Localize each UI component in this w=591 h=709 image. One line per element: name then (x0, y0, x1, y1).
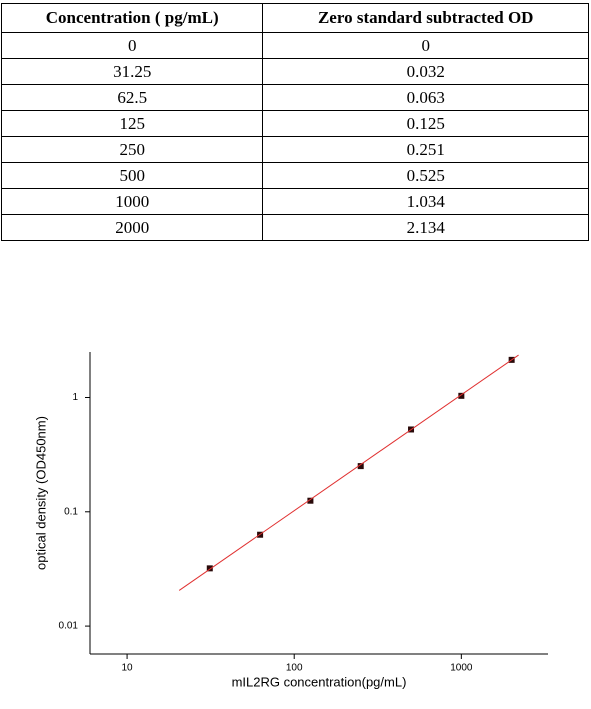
table-row: 2000 2.134 (0, 214, 589, 241)
fit-line (178, 354, 519, 591)
x-tick-label: 1000 (450, 663, 473, 674)
header-cell: Zero standard subtracted OD (262, 3, 589, 33)
table-row: 62.5 0.063 (0, 84, 589, 111)
table-cell: 2.134 (262, 214, 589, 241)
table-cell: 0.525 (262, 162, 589, 189)
x-axis-title: mIL2RG concentration(pg/mL) (232, 674, 407, 689)
header-row: Concentration ( pg/mL) Zero standard subt… (0, 3, 589, 33)
table-cell: 2000 (0, 214, 264, 241)
data-point (458, 392, 465, 399)
table-row: 31.25 0.032 (0, 58, 589, 85)
table-cell: 0.032 (262, 58, 589, 85)
data-point (307, 497, 314, 504)
table-row: 1000 1.034 (0, 188, 589, 215)
data-point (357, 463, 364, 470)
y-tick-label: 0.1 (64, 506, 78, 517)
y-tick-label: 0.01 (59, 621, 79, 632)
y-axis-title: optical density (OD450nm) (33, 416, 48, 570)
table-body: 0 0 31.25 0.032 62.5 0.063 125 0.125 250 0.251 500… (0, 32, 589, 241)
header-cell: Concentration ( pg/mL) (0, 3, 264, 33)
table-row: 125 0.125 (0, 110, 589, 137)
standard-table: Concentration ( pg/mL) Zero standard subt… (0, 3, 589, 241)
data-point (206, 565, 213, 572)
x-tick-label: 100 (286, 663, 303, 674)
table-cell: 125 (0, 110, 264, 137)
y-tick-label: 1 (72, 392, 78, 403)
table-cell: 31.25 (0, 58, 264, 85)
table-cell: 62.5 (0, 84, 264, 111)
x-tick-label: 10 (122, 663, 134, 674)
